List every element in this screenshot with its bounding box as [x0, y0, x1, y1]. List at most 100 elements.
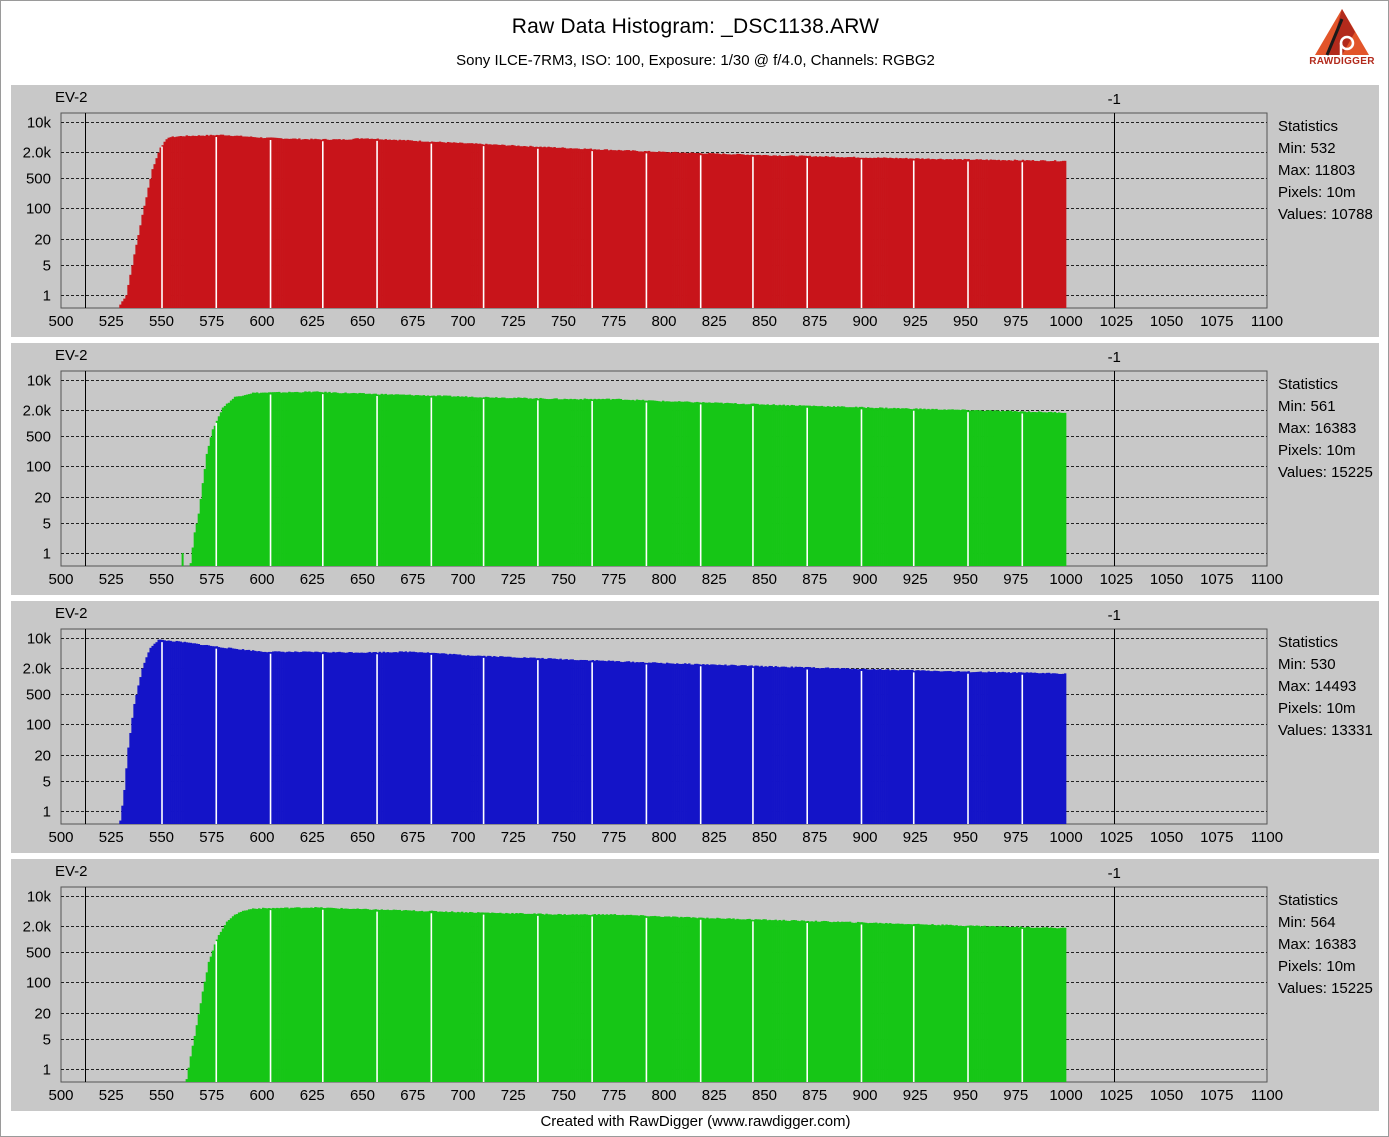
- histogram-bar: [587, 914, 590, 1082]
- histogram-bar: [965, 159, 968, 308]
- histogram-bar: [523, 913, 526, 1082]
- histogram-bar: [302, 139, 305, 308]
- histogram-bar: [338, 393, 341, 566]
- histogram-bar: [432, 910, 436, 1082]
- histogram-bar: [567, 148, 570, 308]
- histogram-bar: [957, 671, 960, 824]
- histogram-bar: [657, 663, 661, 824]
- histogram-bar: [362, 393, 365, 566]
- histogram-bar: [943, 925, 946, 1082]
- histogram-bar: [406, 139, 410, 308]
- histogram-bar: [418, 652, 422, 824]
- histogram-bar: [567, 399, 570, 566]
- histogram-bar: [704, 153, 707, 308]
- histogram-bar: [1025, 672, 1029, 824]
- histogram-bar: [907, 924, 910, 1082]
- x-tick-label: 625: [300, 571, 325, 588]
- histogram-bar: [448, 395, 452, 566]
- histogram-bar: [481, 144, 484, 308]
- histogram-bar: [641, 915, 645, 1082]
- histogram-bar: [1043, 412, 1047, 566]
- histogram-bar: [223, 405, 227, 566]
- histogram-bar: [816, 406, 820, 566]
- histogram-bar: [1033, 672, 1037, 824]
- histogram-bar: [776, 666, 779, 824]
- histogram-bar: [221, 647, 225, 824]
- histogram-bar: [820, 405, 824, 566]
- histogram-bar: [895, 408, 898, 566]
- histogram-bar: [239, 135, 243, 308]
- histogram-bar: [776, 920, 779, 1082]
- histogram-bar: [1037, 927, 1041, 1082]
- histogram-bar: [382, 394, 385, 566]
- histogram-bar: [348, 652, 351, 824]
- histogram-bar: [543, 146, 546, 308]
- histogram-bar: [927, 158, 930, 308]
- histogram-bar: [125, 768, 128, 824]
- histogram-bar: [567, 659, 570, 824]
- histogram-bar: [1055, 928, 1059, 1082]
- histogram-bar: [370, 138, 373, 308]
- histogram-bar: [631, 661, 635, 824]
- histogram-bar: [300, 651, 303, 824]
- histogram-bar: [209, 645, 213, 824]
- histogram-bar: [595, 914, 599, 1082]
- histogram-bar: [195, 643, 199, 824]
- histogram-bar: [682, 401, 685, 566]
- histogram-bar: [422, 911, 426, 1082]
- histogram-bar: [243, 650, 247, 824]
- histogram-bar: [1015, 411, 1019, 566]
- x-tick-label: 1000: [1049, 1087, 1082, 1104]
- histogram-bar: [235, 648, 239, 824]
- histogram-bar: [977, 410, 980, 566]
- histogram-bar: [692, 664, 695, 824]
- y-tick-label: 2.0k: [23, 403, 52, 420]
- histogram-bar: [758, 666, 761, 824]
- histogram-bar: [1043, 160, 1047, 308]
- histogram-bar: [499, 397, 502, 566]
- histogram-bar: [543, 658, 546, 824]
- histogram-bar: [603, 914, 607, 1082]
- histogram-bar: [418, 911, 422, 1082]
- histogram-bar: [748, 918, 751, 1082]
- histogram-bar: [889, 157, 892, 308]
- histogram-bar: [338, 651, 341, 824]
- histogram-bar: [694, 663, 697, 824]
- histogram-bar: [812, 667, 816, 824]
- histogram-bar: [657, 151, 661, 308]
- histogram-bar: [434, 141, 438, 308]
- histogram-bar: [704, 664, 707, 824]
- histogram-bar: [400, 394, 404, 566]
- histogram-bar: [989, 926, 992, 1082]
- histogram-bar: [280, 651, 283, 824]
- histogram-bar: [187, 642, 190, 824]
- histogram-bar: [555, 398, 558, 566]
- histogram-bar: [834, 157, 838, 308]
- histogram-bar: [599, 660, 603, 824]
- histogram-bar: [915, 408, 918, 566]
- histogram-bar: [306, 651, 309, 824]
- histogram-bar: [362, 138, 365, 308]
- histogram-bar: [941, 924, 944, 1082]
- x-tick-label: 775: [601, 313, 626, 330]
- histogram-bar: [1029, 160, 1033, 308]
- histogram-bar: [836, 406, 840, 566]
- histogram-bar: [609, 914, 613, 1082]
- histogram-bar: [350, 652, 353, 824]
- histogram-bar: [601, 398, 605, 566]
- histogram-bar: [668, 663, 671, 824]
- x-tick-label: 775: [601, 829, 626, 846]
- histogram-bar: [350, 393, 353, 566]
- y-tick-label: 500: [26, 429, 51, 446]
- histogram-bar: [332, 139, 335, 308]
- histogram-bar: [316, 651, 319, 824]
- histogram-bar: [865, 669, 868, 824]
- histogram-bar: [1051, 927, 1055, 1082]
- histogram-bar: [893, 158, 896, 308]
- histogram-bar: [479, 143, 482, 308]
- histogram-bar: [605, 398, 609, 566]
- histogram-bar: [495, 656, 498, 824]
- histogram-bar: [643, 151, 647, 308]
- histogram-bar: [762, 919, 765, 1082]
- histogram-bar: [446, 912, 450, 1082]
